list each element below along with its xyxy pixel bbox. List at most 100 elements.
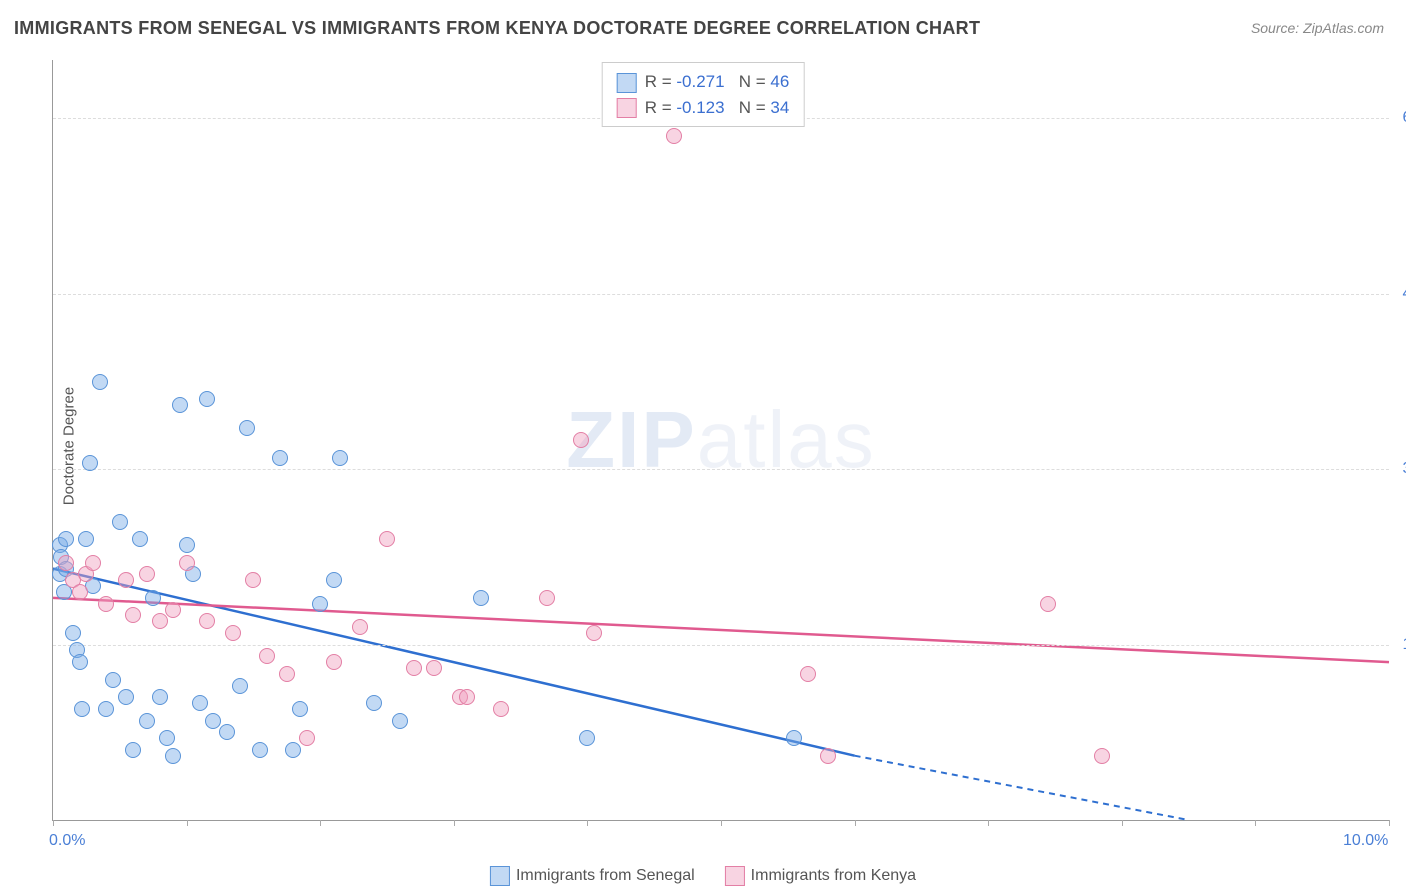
scatter-point <box>82 455 98 471</box>
scatter-point <box>112 514 128 530</box>
legend-item: Immigrants from Senegal <box>490 866 695 886</box>
scatter-point <box>125 607 141 623</box>
y-tick-label: 4.5% <box>1395 285 1406 303</box>
scatter-point <box>426 660 442 676</box>
scatter-point <box>179 555 195 571</box>
scatter-point <box>118 689 134 705</box>
scatter-point <box>152 689 168 705</box>
x-tick-label: 10.0% <box>1343 832 1388 850</box>
x-tick-mark <box>1255 820 1256 826</box>
stat-row: R = -0.271 N = 46 <box>617 69 790 95</box>
trend-line-extrapolated <box>855 756 1189 820</box>
scatter-point <box>139 566 155 582</box>
scatter-point <box>245 572 261 588</box>
scatter-point <box>332 450 348 466</box>
correlation-legend-box: R = -0.271 N = 46R = -0.123 N = 34 <box>602 62 805 127</box>
scatter-point <box>786 730 802 746</box>
scatter-point <box>98 701 114 717</box>
trend-line <box>53 598 1389 662</box>
trend-line <box>53 569 855 756</box>
scatter-point <box>299 730 315 746</box>
scatter-point <box>259 648 275 664</box>
scatter-point <box>152 613 168 629</box>
scatter-point <box>192 695 208 711</box>
x-tick-label: 0.0% <box>49 832 85 850</box>
gridline <box>53 645 1389 646</box>
scatter-point <box>118 572 134 588</box>
source-label: Source: ZipAtlas.com <box>1251 20 1384 36</box>
scatter-point <box>74 701 90 717</box>
gridline <box>53 469 1389 470</box>
scatter-point <box>473 590 489 606</box>
chart-plot-area: ZIPatlas 1.5%3.0%4.5%6.0%0.0%10.0% <box>52 60 1389 821</box>
scatter-point <box>98 596 114 612</box>
scatter-point <box>406 660 422 676</box>
x-tick-mark <box>721 820 722 826</box>
legend-swatch <box>617 98 637 118</box>
scatter-point <box>1094 748 1110 764</box>
scatter-point <box>145 590 161 606</box>
y-tick-label: 6.0% <box>1395 109 1406 127</box>
scatter-point <box>199 391 215 407</box>
series-legend: Immigrants from Senegal Immigrants from K… <box>490 866 916 886</box>
scatter-point <box>65 625 81 641</box>
legend-swatch <box>490 866 510 886</box>
scatter-point <box>225 625 241 641</box>
scatter-point <box>459 689 475 705</box>
scatter-point <box>279 666 295 682</box>
scatter-point <box>539 590 555 606</box>
scatter-point <box>379 531 395 547</box>
scatter-point <box>58 555 74 571</box>
scatter-point <box>239 420 255 436</box>
scatter-point <box>58 531 74 547</box>
y-tick-label: 3.0% <box>1395 460 1406 478</box>
scatter-point <box>285 742 301 758</box>
scatter-point <box>85 555 101 571</box>
x-tick-mark <box>988 820 989 826</box>
scatter-point <box>78 531 94 547</box>
x-tick-mark <box>587 820 588 826</box>
scatter-point <box>205 713 221 729</box>
x-tick-mark <box>53 820 54 826</box>
legend-item: Immigrants from Kenya <box>725 866 916 886</box>
scatter-point <box>800 666 816 682</box>
scatter-point <box>352 619 368 635</box>
scatter-point <box>252 742 268 758</box>
scatter-point <box>666 128 682 144</box>
scatter-point <box>179 537 195 553</box>
scatter-point <box>219 724 235 740</box>
scatter-point <box>72 654 88 670</box>
x-tick-mark <box>187 820 188 826</box>
scatter-point <box>72 584 88 600</box>
scatter-point <box>105 672 121 688</box>
stat-row: R = -0.123 N = 34 <box>617 95 790 121</box>
x-tick-mark <box>320 820 321 826</box>
scatter-point <box>159 730 175 746</box>
trend-lines-layer <box>53 60 1389 820</box>
legend-swatch <box>617 73 637 93</box>
gridline <box>53 294 1389 295</box>
scatter-point <box>586 625 602 641</box>
scatter-point <box>820 748 836 764</box>
scatter-point <box>312 596 328 612</box>
scatter-point <box>1040 596 1056 612</box>
scatter-point <box>292 701 308 717</box>
scatter-point <box>165 602 181 618</box>
scatter-point <box>125 742 141 758</box>
chart-title: IMMIGRANTS FROM SENEGAL VS IMMIGRANTS FR… <box>14 18 980 39</box>
scatter-point <box>366 695 382 711</box>
scatter-point <box>172 397 188 413</box>
x-tick-mark <box>855 820 856 826</box>
scatter-point <box>392 713 408 729</box>
scatter-point <box>232 678 248 694</box>
scatter-point <box>326 654 342 670</box>
legend-swatch <box>725 866 745 886</box>
scatter-point <box>326 572 342 588</box>
scatter-point <box>132 531 148 547</box>
scatter-point <box>92 374 108 390</box>
y-tick-label: 1.5% <box>1395 636 1406 654</box>
scatter-point <box>272 450 288 466</box>
x-tick-mark <box>454 820 455 826</box>
scatter-point <box>493 701 509 717</box>
scatter-point <box>573 432 589 448</box>
